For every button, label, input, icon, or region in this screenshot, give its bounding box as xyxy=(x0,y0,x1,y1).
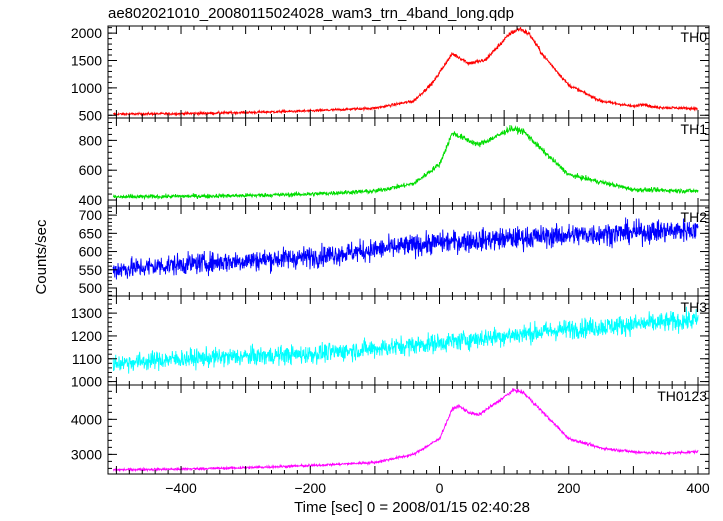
y-tick-label: 2000 xyxy=(71,25,102,41)
panel-th2: 500 550 600 650 700 TH2 xyxy=(79,205,710,297)
y-tick-label: 1500 xyxy=(71,53,102,69)
series-line-th3 xyxy=(112,306,699,374)
y-tick-label: 1100 xyxy=(72,351,102,367)
panel-th0123: 3000 4000 TH0123 xyxy=(71,384,710,475)
series-label-th1: TH1 xyxy=(681,121,708,137)
y-tick-label: 500 xyxy=(79,107,103,123)
y-tick-label: 500 xyxy=(79,280,103,296)
series-line-th1 xyxy=(112,124,699,201)
series-line-th0123 xyxy=(113,388,699,473)
y-tick-label: 4000 xyxy=(71,411,102,427)
series-label-th0: TH0 xyxy=(681,29,708,45)
chart-title: ae802021010_20080115024028_wam3_trn_4ban… xyxy=(108,5,514,22)
panel-th1: 400 600 800 TH1 xyxy=(79,117,710,208)
x-tick-label: 0 xyxy=(436,480,444,496)
y-axis-label: Counts/sec xyxy=(33,219,50,295)
series-label-th3: TH3 xyxy=(681,299,708,315)
y-tick-label: 600 xyxy=(79,162,103,178)
x-tick-label: −200 xyxy=(294,480,326,496)
x-axis-label: Time [sec] 0 = 2008/01/15 02:40:28 xyxy=(294,499,530,516)
y-tick-label: 400 xyxy=(79,192,103,208)
panel-frame xyxy=(107,117,710,207)
y-tick-label: 1000 xyxy=(71,374,102,390)
x-tick-label: 200 xyxy=(557,480,581,496)
y-tick-label: 650 xyxy=(79,225,103,241)
panel-frame xyxy=(107,384,710,475)
series-label-th0123: TH0123 xyxy=(657,388,707,404)
series-label-th2: TH2 xyxy=(681,209,708,225)
y-tick-label: 700 xyxy=(79,207,103,223)
y-tick-label: 1000 xyxy=(71,80,102,96)
y-tick-label: 600 xyxy=(79,244,103,260)
panel-th0: 500 1000 1500 2000 TH0 xyxy=(71,25,710,123)
x-tick-label: −400 xyxy=(165,480,197,496)
y-tick-label: 800 xyxy=(79,132,103,148)
series-line-th0 xyxy=(112,26,699,117)
y-tick-label: 3000 xyxy=(71,446,102,462)
panels-layer: 500 1000 1500 2000 TH0 400 600 800 TH1 500 550 600 6… xyxy=(71,25,710,475)
series-line-th2 xyxy=(112,217,699,280)
x-tick-label: 400 xyxy=(686,480,710,496)
panel-th3: 1000 1100 1200 1300 TH3 xyxy=(71,295,710,390)
y-tick-label: 1300 xyxy=(71,305,102,321)
y-tick-label: 1200 xyxy=(71,328,102,344)
x-axis: −400 −200 0 200 400 xyxy=(165,480,710,496)
y-tick-label: 550 xyxy=(79,262,103,278)
